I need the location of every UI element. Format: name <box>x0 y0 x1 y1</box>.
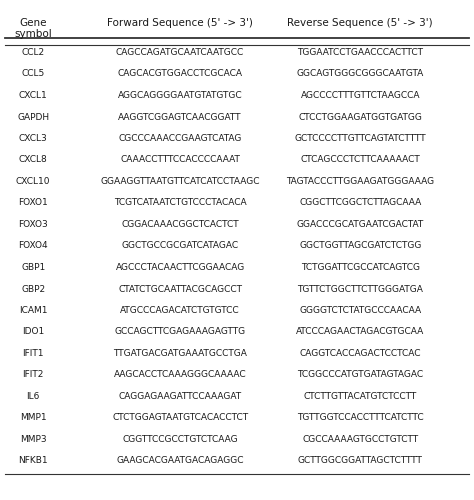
Text: TTGATGACGATGAAATGCCTGA: TTGATGACGATGAAATGCCTGA <box>113 349 247 358</box>
Text: CGGCTTCGGCTCTTAGCAAA: CGGCTTCGGCTCTTAGCAAA <box>299 198 421 207</box>
Text: GGAAGGTTAATGTTCATCATCCTAAGC: GGAAGGTTAATGTTCATCATCCTAAGC <box>100 177 260 186</box>
Text: CCL5: CCL5 <box>21 70 45 78</box>
Text: TCGTCATAATCTGTCCCTACACA: TCGTCATAATCTGTCCCTACACA <box>114 198 246 207</box>
Text: IFIT2: IFIT2 <box>22 370 44 380</box>
Text: AAGGTCGGAGTCAACGGATT: AAGGTCGGAGTCAACGGATT <box>118 112 242 122</box>
Text: CGCCAAAAGTGCCTGTCTT: CGCCAAAAGTGCCTGTCTT <box>302 435 418 444</box>
Text: TGTTCTGGCTTCTTGGGATGA: TGTTCTGGCTTCTTGGGATGA <box>297 284 423 294</box>
Text: GCTCCCCTTGTTCAGTATCTTTT: GCTCCCCTTGTTCAGTATCTTTT <box>294 134 426 143</box>
Text: CTATCTGCAATTACGCAGCCT: CTATCTGCAATTACGCAGCCT <box>118 284 242 294</box>
Text: NFKB1: NFKB1 <box>18 456 48 466</box>
Text: GCTTGGCGGATTAGCTCTTTT: GCTTGGCGGATTAGCTCTTTT <box>298 456 423 466</box>
Text: FOXO3: FOXO3 <box>18 220 48 229</box>
Text: CTCAGCCCTCTTCAAAAACT: CTCAGCCCTCTTCAAAAACT <box>301 156 420 164</box>
Text: GAAGCACGAATGACAGAGGC: GAAGCACGAATGACAGAGGC <box>117 456 244 466</box>
Text: CXCL3: CXCL3 <box>19 134 47 143</box>
Text: GGACCCGCATGAATCGACTAT: GGACCCGCATGAATCGACTAT <box>297 220 424 229</box>
Text: TGTTGGTCCACCTTTCATCTTC: TGTTGGTCCACCTTTCATCTTC <box>297 414 424 422</box>
Text: CCL2: CCL2 <box>22 48 45 57</box>
Text: CAAACCTTTCCACCCCAAAT: CAAACCTTTCCACCCCAAAT <box>120 156 240 164</box>
Text: CTCTGGAGTAATGTCACACCTCT: CTCTGGAGTAATGTCACACCTCT <box>112 414 248 422</box>
Text: GGCAGTGGGCGGGCAATGTA: GGCAGTGGGCGGGCAATGTA <box>297 70 424 78</box>
Text: CAGCCAGATGCAATCAATGCC: CAGCCAGATGCAATCAATGCC <box>116 48 244 57</box>
Text: TCGGCCCATGTGATAGTAGAC: TCGGCCCATGTGATAGTAGAC <box>297 370 423 380</box>
Text: TGGAATCCTGAACCCACTTCT: TGGAATCCTGAACCCACTTCT <box>297 48 423 57</box>
Text: AGGCAGGGGAATGTATGTGC: AGGCAGGGGAATGTATGTGC <box>118 91 242 100</box>
Text: CAGGTCACCAGACTCCTCAC: CAGGTCACCAGACTCCTCAC <box>300 349 421 358</box>
Text: CGGTTCCGCCTGTCTCAAG: CGGTTCCGCCTGTCTCAAG <box>122 435 238 444</box>
Text: IL6: IL6 <box>27 392 40 401</box>
Text: GAPDH: GAPDH <box>17 112 49 122</box>
Text: GCCAGCTTCGAGAAAGAGTTG: GCCAGCTTCGAGAAAGAGTTG <box>115 328 246 336</box>
Text: CXCL1: CXCL1 <box>19 91 47 100</box>
Text: ATGCCCAGACATCTGTGTCC: ATGCCCAGACATCTGTGTCC <box>120 306 240 315</box>
Text: GBP2: GBP2 <box>21 284 45 294</box>
Text: MMP1: MMP1 <box>20 414 46 422</box>
Text: TAGTACCCTTGGAAGATGGGAAAG: TAGTACCCTTGGAAGATGGGAAAG <box>286 177 434 186</box>
Text: FOXO1: FOXO1 <box>18 198 48 207</box>
Text: CGCCCAAACCGAAGTCATAG: CGCCCAAACCGAAGTCATAG <box>118 134 242 143</box>
Text: Gene
symbol: Gene symbol <box>14 18 52 39</box>
Text: TCTGGATTCGCCATCAGTCG: TCTGGATTCGCCATCAGTCG <box>301 263 420 272</box>
Text: CXCL10: CXCL10 <box>16 177 50 186</box>
Text: IDO1: IDO1 <box>22 328 44 336</box>
Text: AGCCCTACAACTTCGGAACAG: AGCCCTACAACTTCGGAACAG <box>116 263 245 272</box>
Text: Reverse Sequence (5' -> 3'): Reverse Sequence (5' -> 3') <box>287 18 433 28</box>
Text: CTCTTGTTACATGTCTCCTT: CTCTTGTTACATGTCTCCTT <box>304 392 417 401</box>
Text: ICAM1: ICAM1 <box>19 306 47 315</box>
Text: GBP1: GBP1 <box>21 263 46 272</box>
Text: FOXO4: FOXO4 <box>18 242 48 250</box>
Text: CAGGAGAAGATTCCAAAGAT: CAGGAGAAGATTCCAAAGAT <box>118 392 242 401</box>
Text: AGCCCCTTTGTTCTAAGCCA: AGCCCCTTTGTTCTAAGCCA <box>301 91 420 100</box>
Text: AAGCACCTCAAAGGGCAAAAC: AAGCACCTCAAAGGGCAAAAC <box>114 370 246 380</box>
Text: CAGCACGTGGACCTCGCACA: CAGCACGTGGACCTCGCACA <box>118 70 243 78</box>
Text: GGCTGGTTAGCGATCTCTGG: GGCTGGTTAGCGATCTCTGG <box>299 242 421 250</box>
Text: CGGACAAACGGCTCACTCT: CGGACAAACGGCTCACTCT <box>121 220 239 229</box>
Text: GGCTGCCGCGATCATAGAC: GGCTGCCGCGATCATAGAC <box>121 242 239 250</box>
Text: Forward Sequence (5' -> 3'): Forward Sequence (5' -> 3') <box>107 18 253 28</box>
Text: IFIT1: IFIT1 <box>22 349 44 358</box>
Text: MMP3: MMP3 <box>20 435 46 444</box>
Text: CXCL8: CXCL8 <box>19 156 47 164</box>
Text: GGGGTCTCTATGCCCAACAA: GGGGTCTCTATGCCCAACAA <box>299 306 421 315</box>
Text: ATCCCAGAACTAGACGTGCAA: ATCCCAGAACTAGACGTGCAA <box>296 328 424 336</box>
Text: CTCCTGGAAGATGGTGATGG: CTCCTGGAAGATGGTGATGG <box>298 112 422 122</box>
